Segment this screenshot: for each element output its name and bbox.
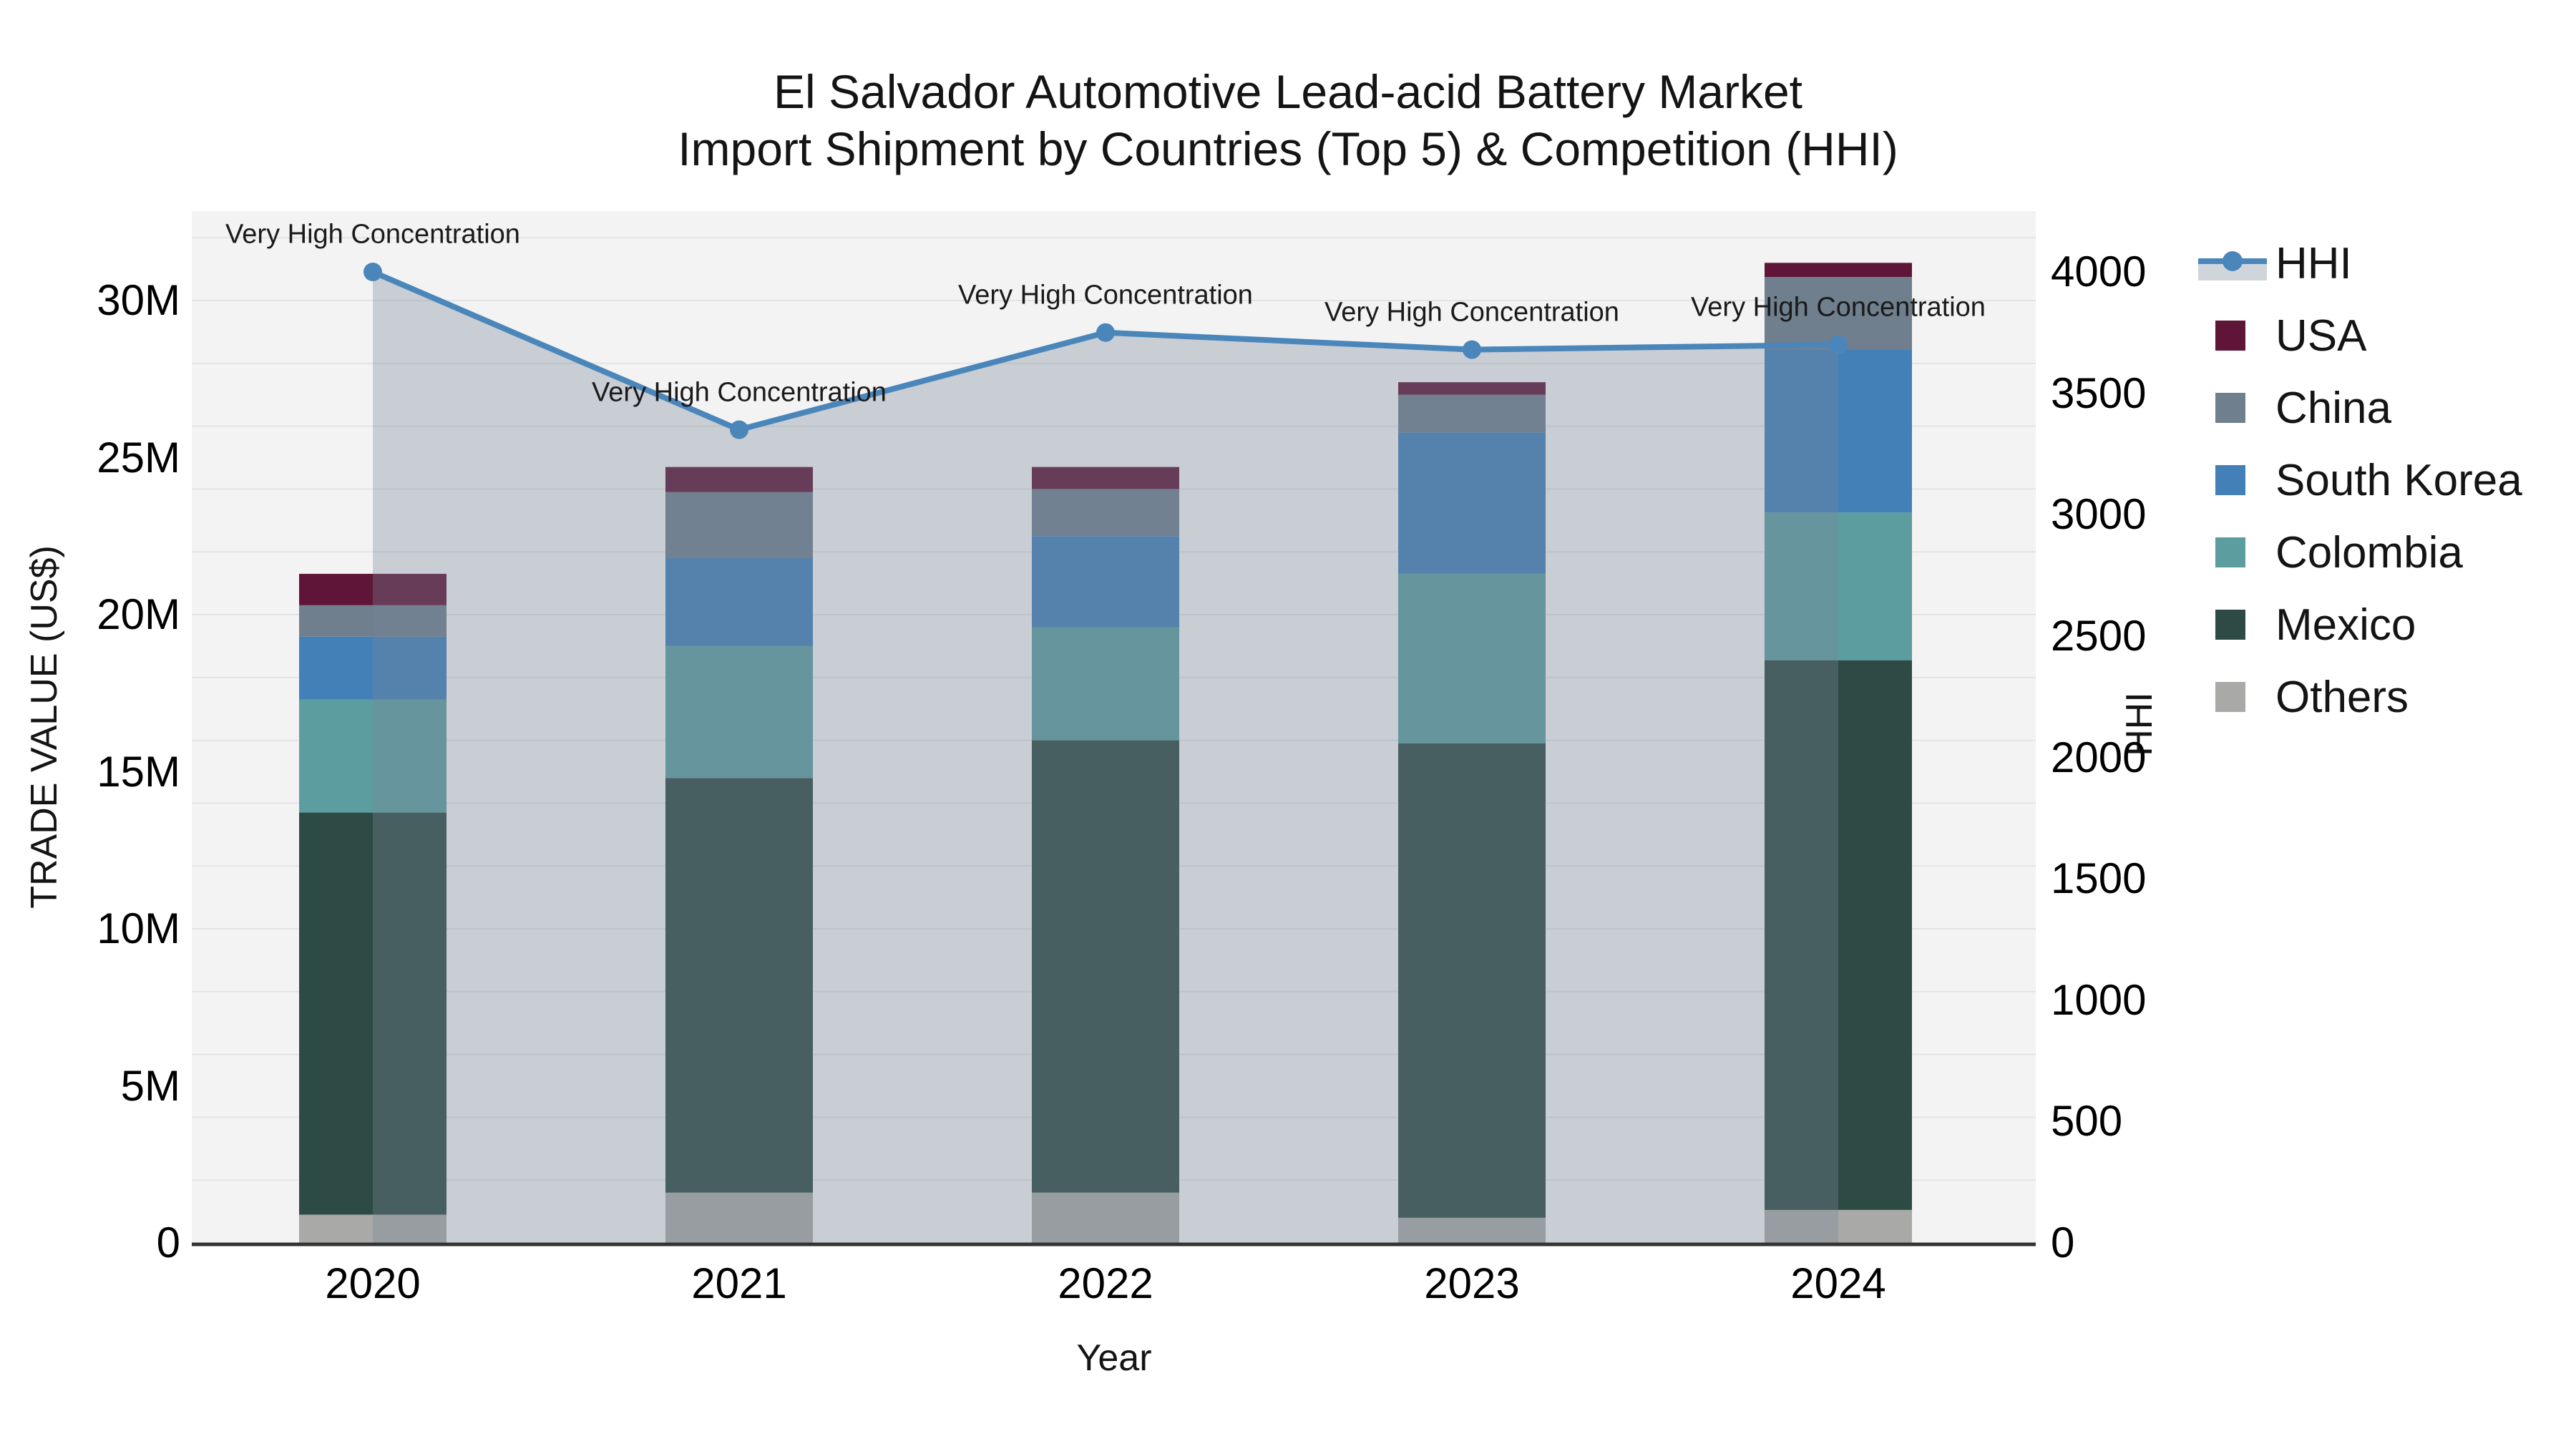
bar-2022-colombia — [1032, 627, 1179, 741]
bar-2023-usa — [1398, 382, 1546, 395]
bar-2023-colombia — [1398, 573, 1546, 743]
bar-2021-china — [665, 492, 813, 558]
annotation-2023: Very High Concentration — [1324, 297, 1619, 328]
annotation-2024: Very High Concentration — [1691, 292, 1986, 323]
legend-label: Colombia — [2275, 527, 2463, 577]
legend-item-colombia: Colombia — [2198, 527, 2463, 577]
y-tick-left-25M: 25M — [97, 433, 180, 482]
bar-2024-mexico — [1765, 660, 1912, 1210]
bar-2021-colombia — [665, 645, 813, 779]
x-tick-2024: 2024 — [1790, 1259, 1886, 1307]
hhi-point-2022 — [1096, 323, 1115, 342]
legend-item-south-korea: South Korea — [2198, 456, 2522, 505]
bar-2023-mexico — [1398, 743, 1546, 1218]
y-tick-right-4000: 4000 — [2051, 248, 2147, 296]
bar-2020-colombia — [299, 699, 447, 813]
chart-title-line1: El Salvador Automotive Lead-acid Battery… — [773, 65, 1803, 118]
y-tick-left-0: 0 — [156, 1219, 180, 1267]
legend-label: China — [2275, 383, 2391, 433]
legend-item-china: China — [2198, 384, 2391, 433]
legend-hhi-line-sample-icon — [2198, 241, 2275, 286]
annotation-2022: Very High Concentration — [958, 280, 1253, 311]
bar-2020-china — [299, 605, 447, 637]
hhi-point-2024 — [1829, 335, 1848, 354]
y-tick-left-5M: 5M — [120, 1061, 180, 1110]
x-tick-2023: 2023 — [1424, 1259, 1520, 1307]
legend-swatch-icon — [2198, 675, 2275, 719]
bar-2024-others — [1765, 1209, 1912, 1243]
bar-2021-mexico — [665, 778, 813, 1193]
annotation-2020: Very High Concentration — [225, 219, 520, 250]
bar-2020-usa — [299, 573, 447, 605]
y-tick-right-1000: 1000 — [2051, 975, 2147, 1024]
legend-label: Mexico — [2275, 600, 2416, 650]
bar-2023-south-korea — [1398, 432, 1546, 574]
legend-swatch-icon — [2198, 458, 2275, 502]
y-tick-left-10M: 10M — [97, 904, 180, 952]
legend-swatch-icon — [2198, 602, 2275, 647]
y-tick-right-3500: 3500 — [2051, 369, 2147, 417]
legend-label: South Korea — [2275, 455, 2522, 505]
chart-title-line2: Import Shipment by Countries (Top 5) & C… — [678, 122, 1898, 175]
hhi-point-2023 — [1463, 340, 1481, 359]
y-tick-left-15M: 15M — [97, 747, 180, 796]
y-tick-right-1500: 1500 — [2051, 854, 2147, 903]
annotation-2021: Very High Concentration — [592, 377, 887, 407]
bar-2022-usa — [1032, 467, 1179, 489]
bar-2022-mexico — [1032, 740, 1179, 1193]
bar-2024-colombia — [1765, 512, 1912, 660]
x-axis-title: Year — [1076, 1337, 1152, 1379]
bar-2022-others — [1032, 1192, 1179, 1243]
legend-item-hhi: HHI — [2198, 238, 2352, 288]
bar-2024-south-korea — [1765, 349, 1912, 513]
bar-2020-south-korea — [299, 636, 447, 700]
bar-2020-others — [299, 1214, 447, 1243]
legend-swatch-icon — [2198, 530, 2275, 575]
y-tick-right-2000: 2000 — [2051, 733, 2147, 781]
bar-2022-china — [1032, 489, 1179, 537]
y-tick-right-0: 0 — [2051, 1219, 2075, 1267]
legend-swatch-icon — [2198, 313, 2275, 358]
bar-2021-usa — [665, 467, 813, 492]
legend-item-usa: USA — [2198, 311, 2367, 361]
x-tick-2021: 2021 — [691, 1259, 787, 1307]
legend-swatch-icon — [2198, 386, 2275, 430]
bar-2022-south-korea — [1032, 536, 1179, 628]
y-tick-left-20M: 20M — [97, 590, 180, 638]
x-tick-2022: 2022 — [1058, 1259, 1153, 1307]
bar-2021-others — [665, 1192, 813, 1243]
legend-label: USA — [2275, 311, 2367, 361]
bar-2023-others — [1398, 1217, 1546, 1243]
y-tick-left-30M: 30M — [97, 276, 180, 324]
hhi-area-fill — [373, 272, 1838, 1243]
legend-label: HHI — [2275, 238, 2352, 288]
bar-2020-mexico — [299, 812, 447, 1215]
bar-2021-south-korea — [665, 557, 813, 646]
y-tick-right-2500: 2500 — [2051, 611, 2147, 660]
bar-2024-usa — [1765, 263, 1912, 278]
y-tick-right-500: 500 — [2051, 1097, 2123, 1146]
legend-label: Others — [2275, 672, 2409, 722]
hhi-point-2021 — [730, 420, 748, 439]
bar-2023-china — [1398, 394, 1546, 433]
legend-item-others: Others — [2198, 673, 2409, 722]
hhi-point-2020 — [364, 263, 382, 281]
bars-layer — [299, 263, 1912, 1243]
y-tick-right-3000: 3000 — [2051, 490, 2147, 539]
x-tick-2020: 2020 — [325, 1259, 421, 1307]
legend-item-mexico: Mexico — [2198, 600, 2416, 650]
